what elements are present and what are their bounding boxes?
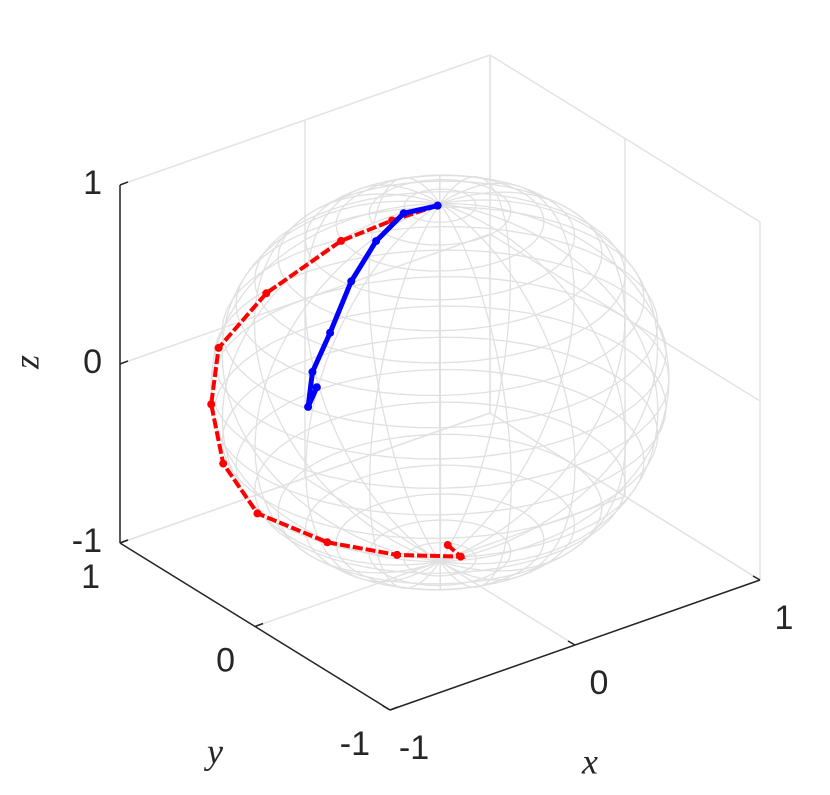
sphere-line bbox=[210, 202, 441, 563]
z-tick bbox=[119, 181, 129, 186]
point bbox=[253, 509, 262, 518]
x-tick bbox=[752, 575, 761, 581]
sphere-line bbox=[221, 225, 659, 429]
point bbox=[326, 328, 335, 337]
point bbox=[433, 201, 442, 210]
point bbox=[399, 209, 408, 218]
y-tick-label: 0 bbox=[216, 641, 235, 679]
x-tick bbox=[382, 705, 391, 711]
sphere-line bbox=[403, 542, 477, 577]
grid-line bbox=[489, 54, 761, 223]
y-tick bbox=[254, 622, 264, 628]
x-tick-label: -1 bbox=[399, 729, 429, 767]
z-tick bbox=[119, 360, 129, 365]
sphere-line bbox=[335, 174, 545, 272]
sphere-line bbox=[210, 276, 670, 489]
y-tick bbox=[119, 539, 129, 544]
point bbox=[393, 550, 402, 559]
trajectory bbox=[305, 203, 439, 408]
sphere-line bbox=[439, 202, 627, 572]
z-tick-label: -1 bbox=[72, 522, 102, 560]
y-axis-label: y bbox=[204, 731, 223, 771]
sphere-line bbox=[254, 401, 626, 574]
point bbox=[347, 277, 356, 286]
sphere-line bbox=[213, 249, 667, 460]
x-tick-label: 1 bbox=[775, 599, 794, 637]
grid-line bbox=[119, 54, 491, 186]
x-tick-label: 0 bbox=[590, 664, 609, 702]
z-tick-label: 1 bbox=[83, 164, 102, 202]
point bbox=[323, 538, 332, 547]
point bbox=[219, 459, 228, 468]
sphere-line bbox=[213, 305, 667, 516]
sphere-line bbox=[253, 193, 441, 563]
point bbox=[304, 402, 313, 411]
sphere-line bbox=[221, 336, 659, 540]
point bbox=[262, 289, 271, 298]
y-tick-label: 1 bbox=[81, 558, 100, 596]
x-axis-label: x bbox=[581, 741, 598, 781]
point bbox=[214, 343, 223, 352]
sphere-line bbox=[368, 519, 512, 587]
trajectory bbox=[209, 203, 467, 559]
point bbox=[456, 552, 465, 561]
sphere-line bbox=[277, 180, 603, 332]
point bbox=[372, 237, 381, 246]
y-tick bbox=[389, 706, 399, 711]
point bbox=[337, 236, 346, 245]
z-axis-label: z bbox=[6, 355, 46, 370]
y-tick-label: -1 bbox=[340, 725, 370, 763]
x-tick bbox=[567, 640, 576, 646]
point bbox=[207, 400, 216, 409]
point bbox=[312, 383, 321, 392]
point bbox=[443, 541, 452, 550]
grid-line bbox=[489, 412, 761, 581]
sphere-wireframe bbox=[210, 174, 670, 591]
sphere-line bbox=[439, 202, 670, 563]
z-tick-label: 0 bbox=[83, 343, 102, 381]
point bbox=[308, 367, 317, 376]
